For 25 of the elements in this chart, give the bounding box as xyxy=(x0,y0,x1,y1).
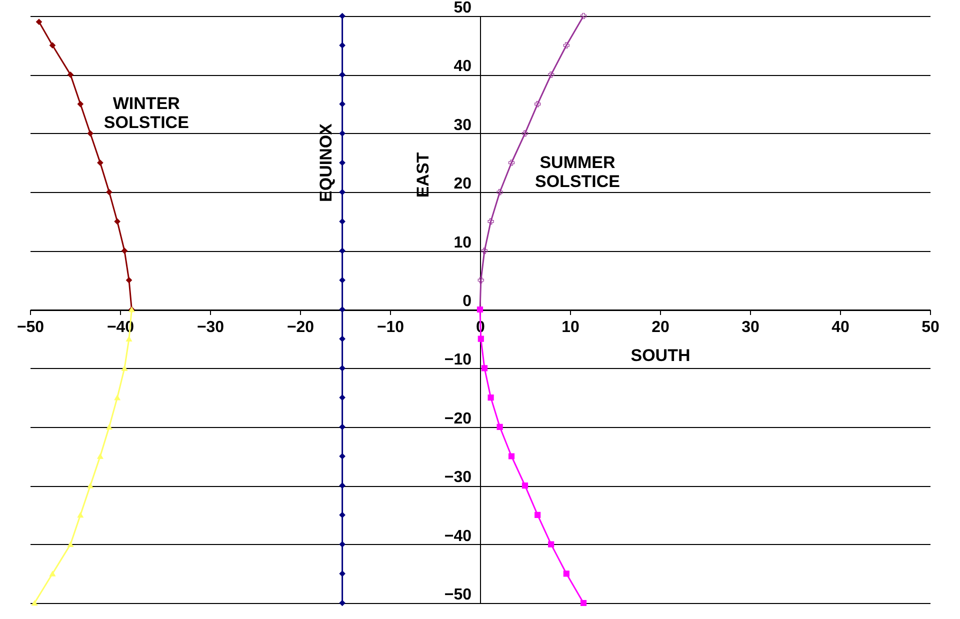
x-tick-label: −20 xyxy=(286,319,314,336)
y-tick-label: −50 xyxy=(444,586,472,604)
x-tick-label: 20 xyxy=(652,319,670,336)
y-tick-label: 40 xyxy=(454,58,472,76)
x-tick-label: −50 xyxy=(16,319,44,336)
y-axis-title: EAST xyxy=(414,152,432,198)
y-tick-label: −40 xyxy=(444,528,472,545)
y-tick-label: 50 xyxy=(454,0,472,16)
x-tick-label: −10 xyxy=(376,319,404,336)
x-tick-label: 50 xyxy=(922,319,940,336)
x-tick-label: 10 xyxy=(562,319,580,336)
y-tick-label: 0 xyxy=(462,293,472,310)
x-tick-label: −30 xyxy=(196,319,224,336)
y-tick-label: −30 xyxy=(444,469,472,486)
x-axis-title: SOUTH xyxy=(630,346,690,365)
text: EQUINOX xyxy=(316,122,336,202)
series-label: SUMMER SOLSTICE xyxy=(534,152,620,191)
y-tick-label: −10 xyxy=(444,352,472,369)
y-tick-label: 30 xyxy=(454,116,472,134)
y-tick-label: 10 xyxy=(454,234,472,252)
y-tick-label: 20 xyxy=(454,176,472,193)
series-label: WINTER SOLSTICE xyxy=(104,94,189,132)
x-tick-label: 30 xyxy=(742,319,760,336)
y-tick-label: −20 xyxy=(444,410,472,428)
x-tick-label: 40 xyxy=(832,319,850,336)
